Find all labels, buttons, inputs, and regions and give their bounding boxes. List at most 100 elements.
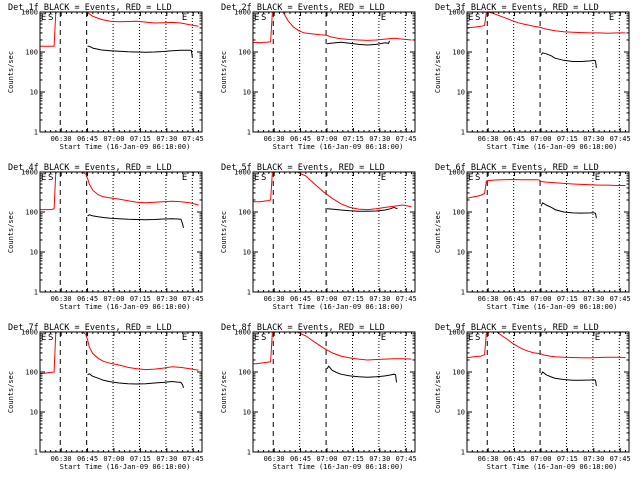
y-tick-label: 1 [247,129,251,137]
x-tick-label: 07:00 [530,455,551,463]
x-tick-label: 07:15 [343,135,364,143]
x-tick-label: 06:45 [504,455,525,463]
x-tick-label: 06:45 [504,295,525,303]
x-tick-label: 07:30 [583,295,604,303]
y-tick-label: 1 [247,289,251,297]
y-axis-label: Counts/sec [434,51,442,93]
y-tick-label: 100 [238,49,251,57]
y-tick-label: 1000 [234,9,251,17]
x-tick-label: 06:30 [51,295,72,303]
plot-panel: Det_5f BLACK = Events, RED = LLD 1 10 100 10… [220,163,417,311]
y-tick-label: 1000 [21,329,38,337]
plot-frame [466,11,630,133]
chart-title: Det_1f BLACK = Events, RED = LLD [8,3,172,13]
chart-title: Det_8f BLACK = Events, RED = LLD [221,323,385,333]
event-marker-label: E [254,333,259,343]
y-tick-label: 10 [457,89,465,97]
plot-panel: Det_1f BLACK = Events, RED = LLD 1 10 100 10… [7,3,204,151]
chart-title: Det_2f BLACK = Events, RED = LLD [221,3,385,13]
event-marker-label: E [595,173,600,183]
y-tick-label: 100 [238,209,251,217]
event-marker-label: E [381,13,386,23]
plot-panel: Det_2f BLACK = Events, RED = LLD 1 10 100 10… [220,3,417,151]
y-tick-label: 100 [25,49,38,57]
x-tick-label: 07:30 [369,135,390,143]
series-line-events [87,373,184,389]
chart-title: Det_4f BLACK = Events, RED = LLD [8,163,172,173]
x-tick-label: 07:00 [316,295,337,303]
x-tick-label: 07:45 [610,295,631,303]
x-tick-label: 07:45 [396,135,417,143]
plot-frame [39,11,203,133]
y-tick-label: 10 [30,89,38,97]
y-tick-label: 10 [243,409,251,417]
y-tick-label: 100 [238,369,251,377]
x-tick-label: 06:45 [504,135,525,143]
y-tick-label: 100 [452,209,465,217]
series-line-lld [466,331,626,359]
x-tick-label: 07:15 [343,455,364,463]
series-line-events [540,52,597,68]
y-tick-label: 1 [34,129,38,137]
event-marker-label: S [48,13,53,23]
x-tick-label: 07:00 [316,135,337,143]
x-tick-label: 07:15 [130,135,151,143]
y-axis-label: Counts/sec [220,51,228,93]
plot-frame [466,331,630,453]
x-tick-label: 07:30 [156,295,177,303]
x-tick-label: 07:45 [610,135,631,143]
x-tick-label: 07:00 [103,295,124,303]
y-axis-label: Counts/sec [434,211,442,253]
event-marker-label: E [595,333,600,343]
y-axis-label: Counts/sec [7,211,15,253]
event-marker-label: E [468,173,473,183]
x-tick-label: 06:45 [290,295,311,303]
y-tick-label: 1 [34,289,38,297]
series-line-lld [39,331,199,375]
x-tick-label: 07:00 [530,295,551,303]
x-tick-label: 07:00 [316,455,337,463]
x-tick-label: 07:30 [369,295,390,303]
chart-title: Det_3f BLACK = Events, RED = LLD [435,3,599,13]
x-axis-label: Start Time (16-Jan-09 06:18:00) [487,303,618,311]
x-tick-label: 07:45 [396,295,417,303]
series-line-events [87,45,193,58]
series-line-events [326,365,397,383]
plot-panel: Det_8f BLACK = Events, RED = LLD 1 10 100 10… [220,323,417,471]
y-tick-label: 1000 [448,9,465,17]
y-tick-label: 100 [25,369,38,377]
x-tick-label: 06:30 [51,135,72,143]
y-tick-label: 10 [30,409,38,417]
plot-frame [39,331,203,453]
y-tick-label: 100 [25,209,38,217]
x-axis-label: Start Time (16-Jan-09 06:18:00) [60,463,191,471]
x-tick-label: 07:30 [156,455,177,463]
x-tick-label: 06:30 [478,295,499,303]
series-line-lld [252,11,412,44]
event-marker-label: S [48,333,53,343]
x-tick-label: 07:45 [183,295,204,303]
y-tick-label: 10 [457,249,465,257]
plot-frame [466,171,630,293]
event-marker-label: S [48,173,53,183]
x-tick-label: 06:30 [264,135,285,143]
y-tick-label: 1000 [21,169,38,177]
plot-frame [39,171,203,293]
x-tick-label: 07:45 [396,455,417,463]
y-tick-label: 1000 [448,329,465,337]
x-tick-label: 07:15 [130,295,151,303]
plot-panel: Det_3f BLACK = Events, RED = LLD 1 10 100 10… [434,3,631,151]
plot-panel: Det_9f BLACK = Events, RED = LLD 1 10 100 10… [434,323,631,471]
event-marker-label: E [182,333,187,343]
y-axis-label: Counts/sec [7,51,15,93]
x-axis-label: Start Time (16-Jan-09 06:18:00) [60,143,191,151]
x-tick-label: 06:30 [264,455,285,463]
x-tick-label: 07:15 [557,455,578,463]
x-tick-label: 06:45 [290,135,311,143]
series-line-events [326,40,390,46]
y-tick-label: 100 [452,49,465,57]
x-tick-label: 07:15 [557,135,578,143]
series-line-events [540,371,597,386]
event-marker-label: E [381,333,386,343]
